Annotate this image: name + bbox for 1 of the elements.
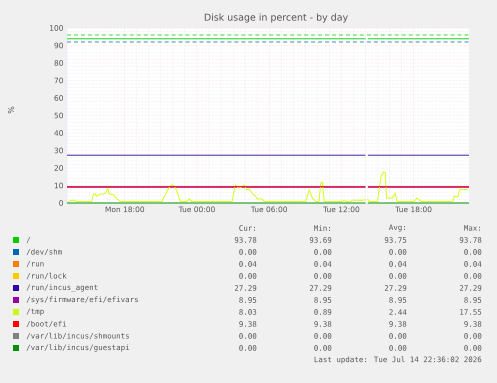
chart-title: Disk usage in percent - by day bbox=[204, 13, 348, 23]
